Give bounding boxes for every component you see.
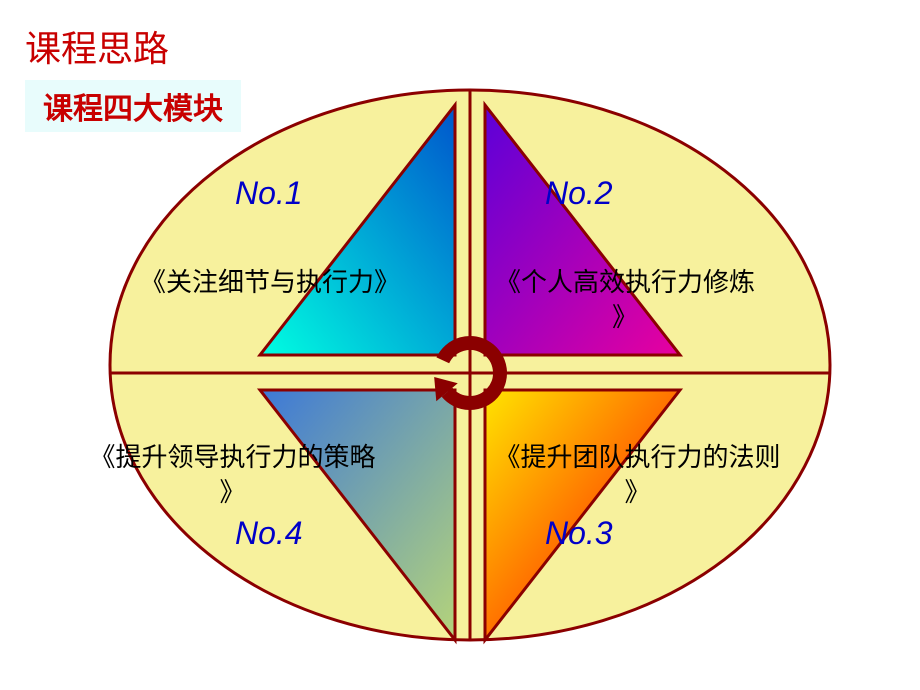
label-no2: No.2 (545, 175, 613, 212)
page-title: 课程思路 (25, 20, 169, 72)
desc-2-line2: 》 (612, 302, 638, 332)
desc-2: 《个人高效执行力修炼 》 (475, 265, 775, 335)
desc-4-line2: 》 (219, 477, 245, 507)
diagram-svg (105, 85, 835, 645)
desc-4-line1: 《提升领导执行力的策略 (89, 442, 375, 472)
desc-3: 《提升团队执行力的法则 》 (475, 440, 800, 510)
desc-3-line1: 《提升团队执行力的法则 (494, 442, 780, 472)
desc-4: 《提升领导执行力的策略 》 (70, 440, 395, 510)
desc-2-line1: 《个人高效执行力修炼 (495, 267, 755, 297)
desc-1: 《关注细节与执行力》 (80, 265, 460, 300)
desc-3-line2: 》 (624, 477, 650, 507)
label-no4: No.4 (235, 515, 303, 552)
label-no1: No.1 (235, 175, 303, 212)
label-no3: No.3 (545, 515, 613, 552)
module-diagram: No.1 No.2 No.3 No.4 《关注细节与执行力》 《个人高效执行力修… (105, 85, 835, 645)
